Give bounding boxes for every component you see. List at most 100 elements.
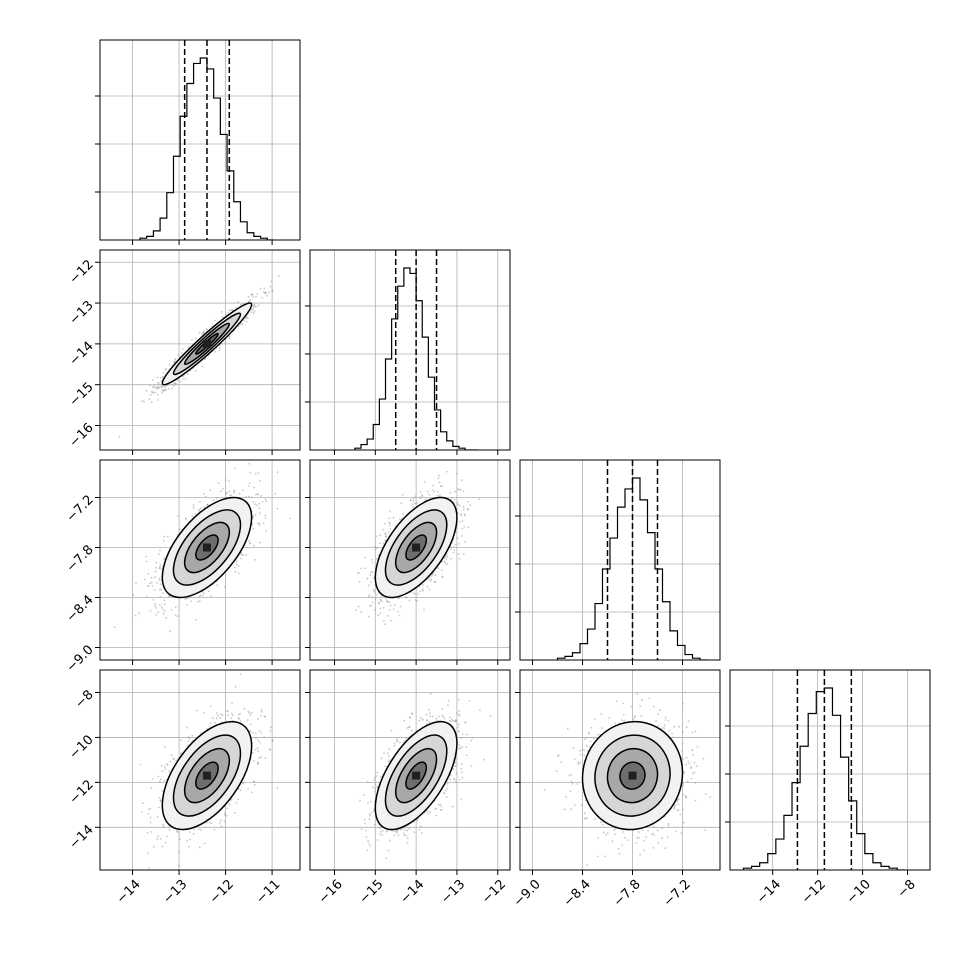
sample-point xyxy=(151,585,154,587)
sample-point xyxy=(174,606,177,609)
sample-point xyxy=(387,615,389,617)
sample-point xyxy=(360,828,363,831)
sample-point xyxy=(428,577,431,579)
sample-point xyxy=(242,781,245,784)
sample-point xyxy=(215,717,218,720)
sample-point xyxy=(465,754,468,757)
sample-point xyxy=(154,570,157,573)
sample-point xyxy=(664,719,667,721)
sample-point xyxy=(375,557,378,560)
sample-point xyxy=(160,606,163,609)
sample-point xyxy=(426,810,429,812)
sample-point xyxy=(198,331,201,334)
sample-point xyxy=(153,385,156,387)
sample-point xyxy=(363,818,366,821)
sample-point xyxy=(195,369,197,372)
sample-point xyxy=(215,497,218,500)
sample-point xyxy=(360,567,363,570)
sample-point xyxy=(265,530,268,532)
sample-point xyxy=(248,712,251,714)
sample-point xyxy=(661,837,663,840)
contour-line xyxy=(405,534,428,561)
sample-point xyxy=(455,712,458,714)
sample-point xyxy=(252,305,255,307)
density-peak xyxy=(202,339,211,348)
sample-point xyxy=(357,605,360,608)
sample-point xyxy=(388,609,391,611)
sample-point xyxy=(458,710,461,712)
sample-point xyxy=(640,715,642,717)
sample-point xyxy=(198,846,201,849)
histogram-step xyxy=(354,267,478,450)
sample-point xyxy=(256,747,259,749)
sample-point xyxy=(163,765,166,768)
sample-point xyxy=(147,808,150,811)
sample-point xyxy=(209,722,212,724)
sample-point xyxy=(417,593,419,595)
sample-point xyxy=(364,567,367,570)
sample-point xyxy=(243,707,246,710)
sample-point xyxy=(161,790,164,792)
sample-point xyxy=(418,828,421,831)
sample-point xyxy=(394,830,397,833)
sample-point xyxy=(239,720,242,722)
sample-point xyxy=(233,566,236,569)
sample-point xyxy=(583,738,586,741)
sample-point xyxy=(478,498,481,500)
sample-point xyxy=(268,748,271,751)
sample-point xyxy=(441,569,443,571)
sample-point xyxy=(380,831,382,833)
sample-point xyxy=(203,492,205,495)
sample-point xyxy=(242,489,245,492)
sample-point xyxy=(221,316,224,318)
sample-point xyxy=(439,494,441,496)
sample-point xyxy=(663,727,666,730)
sample-point xyxy=(260,708,263,711)
sample-point xyxy=(437,477,440,480)
sample-point xyxy=(145,560,148,563)
sample-point xyxy=(159,566,161,569)
sample-point xyxy=(635,842,637,845)
sample-point xyxy=(392,608,395,611)
sample-point xyxy=(237,713,240,716)
sample-point xyxy=(370,581,372,584)
sample-point xyxy=(465,721,468,723)
sample-point xyxy=(432,489,434,491)
sample-point xyxy=(230,717,233,719)
sample-point xyxy=(593,718,596,721)
sample-point xyxy=(679,813,682,816)
sample-point xyxy=(479,709,481,711)
sample-point xyxy=(454,490,456,493)
sample-point xyxy=(443,717,446,720)
sample-point xyxy=(187,845,190,848)
sample-point xyxy=(583,754,585,757)
sample-point xyxy=(397,834,400,837)
sample-point xyxy=(360,611,362,613)
sample-point xyxy=(673,807,676,810)
sample-point xyxy=(258,522,261,525)
sample-point xyxy=(239,712,242,715)
scatter-panel-1-3: −16 −15 −14 −13 −12 xyxy=(305,669,511,907)
sample-point xyxy=(240,553,243,555)
sample-point xyxy=(218,349,221,352)
sample-point xyxy=(412,499,415,502)
sample-point xyxy=(452,720,455,722)
sample-point xyxy=(645,836,648,838)
sample-point xyxy=(692,754,695,756)
sample-point xyxy=(163,535,166,538)
sample-point xyxy=(138,612,141,615)
sample-point xyxy=(289,517,292,520)
sample-point xyxy=(460,514,463,517)
sample-point xyxy=(209,705,212,707)
sample-point xyxy=(262,522,265,525)
sample-point xyxy=(379,542,381,545)
sample-point xyxy=(449,716,451,719)
sample-point xyxy=(570,808,573,811)
sample-point xyxy=(258,757,261,759)
sample-point xyxy=(157,835,160,838)
sample-point xyxy=(159,780,161,783)
sample-point xyxy=(449,778,452,781)
sample-point xyxy=(170,609,173,611)
sample-point xyxy=(162,825,165,828)
sample-point xyxy=(456,502,459,504)
